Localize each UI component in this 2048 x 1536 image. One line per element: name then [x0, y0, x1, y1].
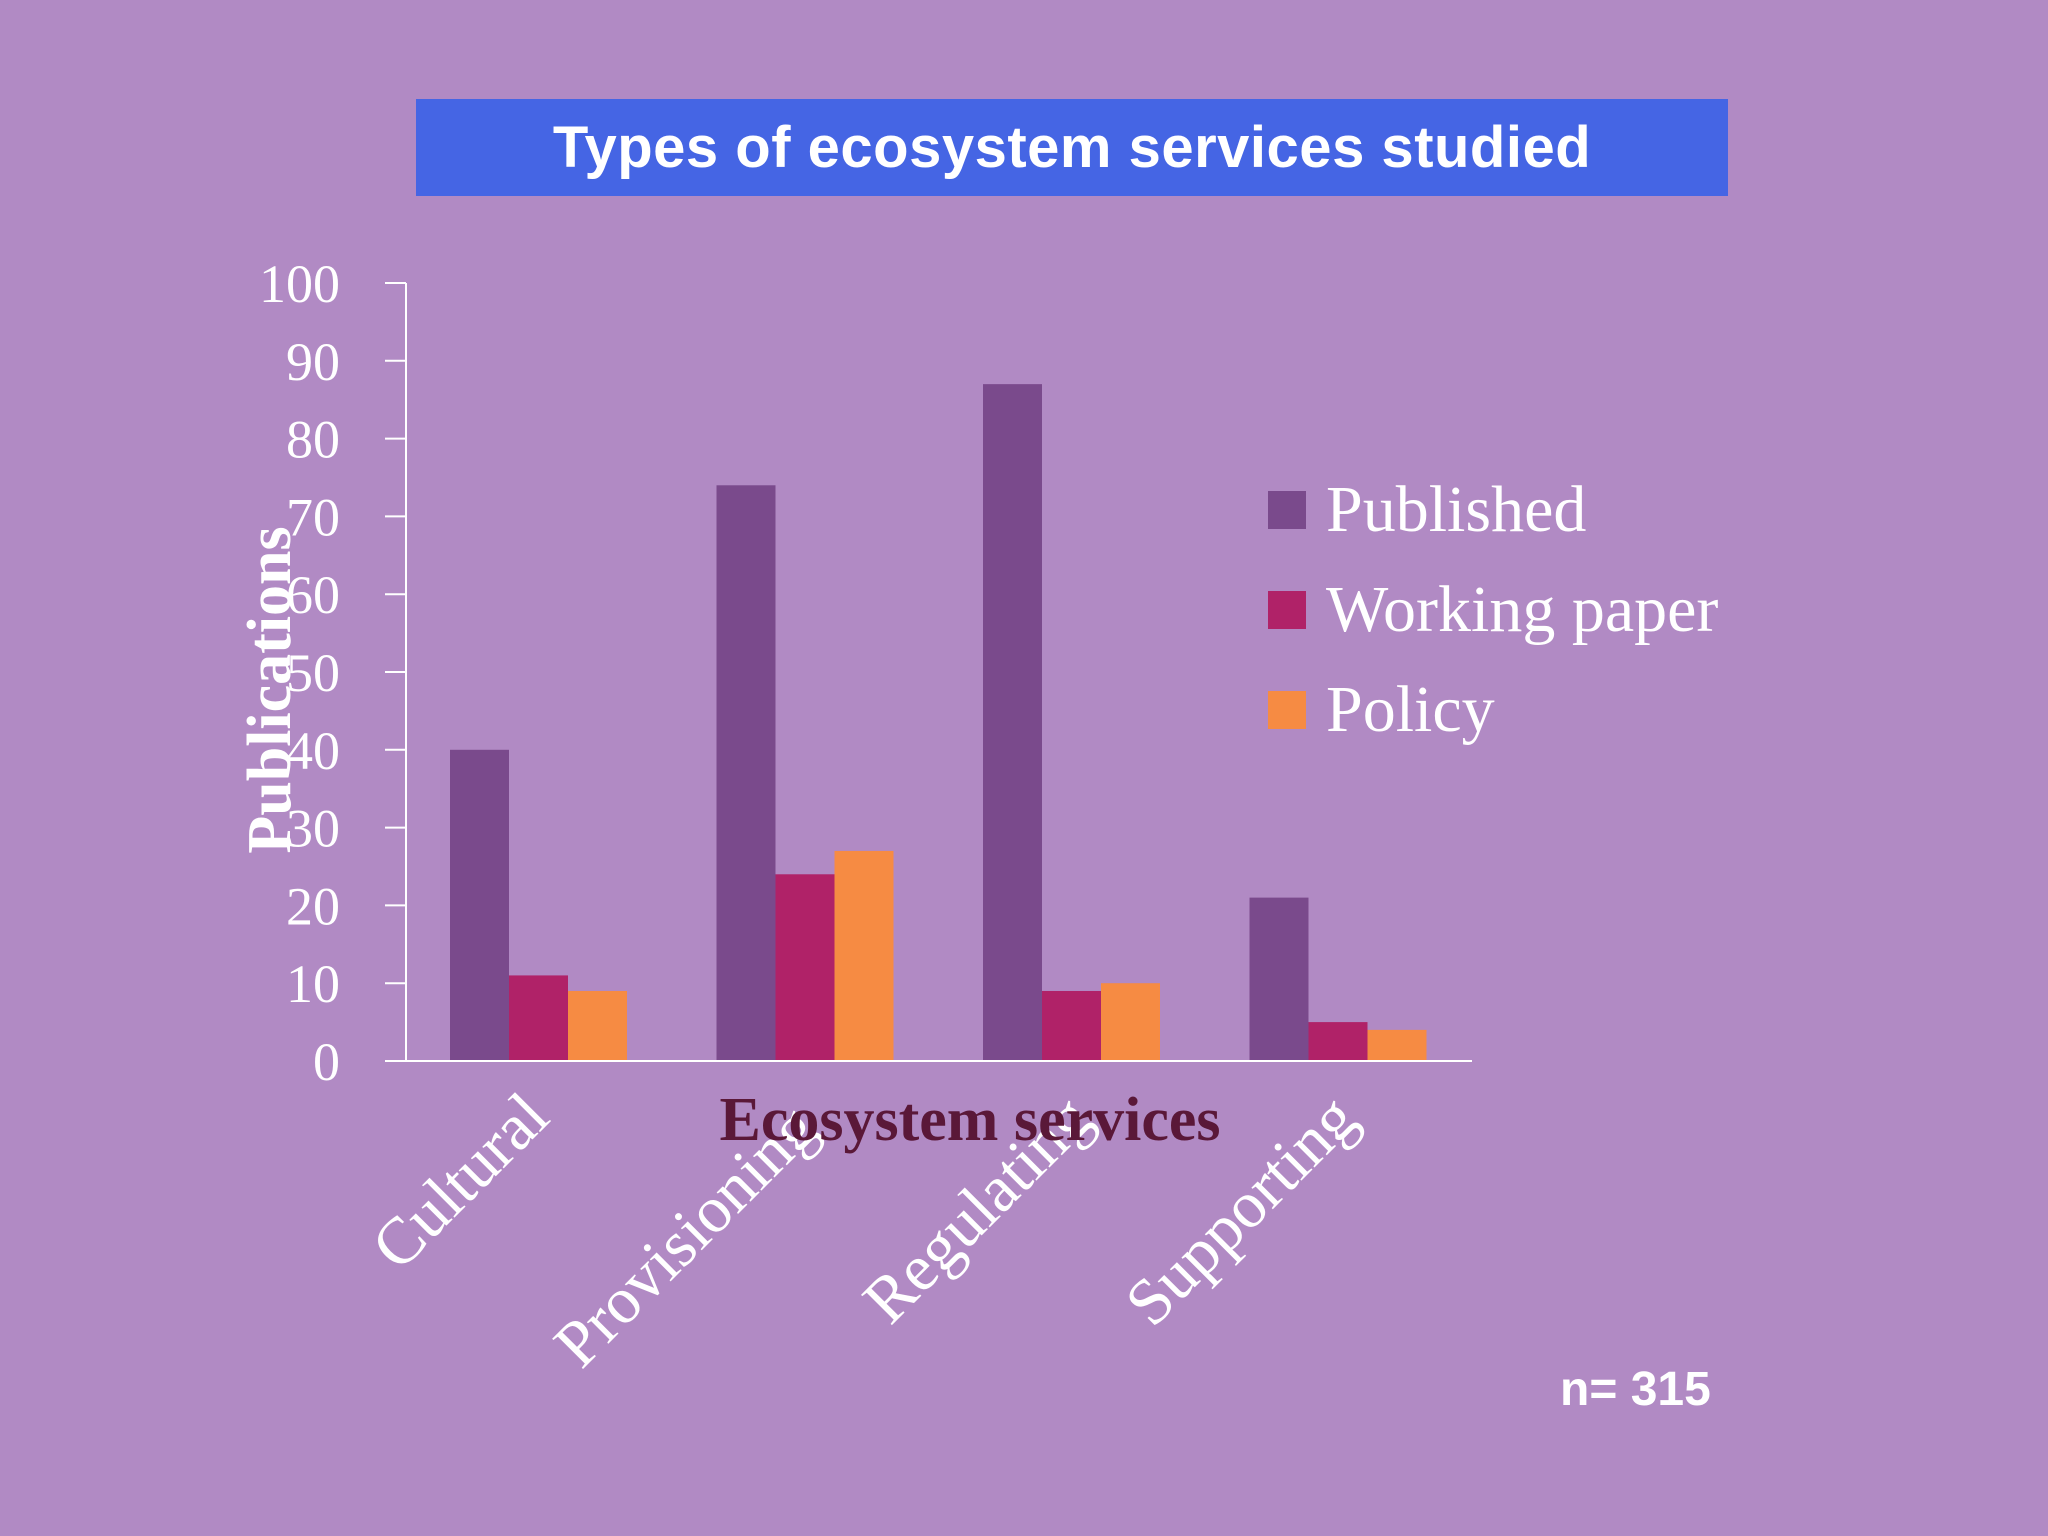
- y-tick-label-10: 10: [286, 954, 340, 1014]
- y-tick-label-80: 80: [286, 410, 340, 470]
- bar-published-provisioning: [716, 485, 776, 1061]
- x-tick-label-cultural: Cultural: [358, 1079, 563, 1284]
- y-tick-label-50: 50: [286, 643, 340, 703]
- bar-policy-provisioning: [834, 850, 894, 1061]
- legend-item-policy: Policy: [1268, 660, 1718, 760]
- y-tick-label-90: 90: [286, 332, 340, 392]
- bar-working-paper-provisioning: [775, 874, 835, 1061]
- bar-policy-regulating: [1101, 983, 1160, 1061]
- y-tick-label-60: 60: [286, 565, 340, 625]
- legend-swatch-published: [1268, 491, 1306, 529]
- bar-policy-cultural: [568, 990, 627, 1061]
- axis-layer: [385, 282, 1472, 1062]
- y-tick-label-0: 0: [313, 1032, 340, 1092]
- bar-working-paper-regulating: [1042, 990, 1101, 1061]
- legend-swatch-policy: [1268, 691, 1306, 729]
- legend-label-working-paper: Working paper: [1326, 573, 1719, 646]
- bar-working-paper-supporting: [1308, 1022, 1368, 1061]
- legend-swatch-working-paper: [1268, 591, 1306, 629]
- y-tick-label-100: 100: [259, 254, 340, 314]
- title-banner: Types of ecosystem services studied: [416, 99, 1728, 196]
- legend: Published Working paper Policy: [1268, 460, 1718, 760]
- legend-label-policy: Policy: [1326, 673, 1495, 746]
- legend-item-published: Published: [1268, 460, 1718, 560]
- legend-item-working-paper: Working paper: [1268, 560, 1718, 660]
- bar-policy-supporting: [1367, 1029, 1427, 1061]
- y-tick-label-20: 20: [286, 876, 340, 936]
- chart-title: Types of ecosystem services studied: [552, 115, 1592, 180]
- bar-published-regulating: [983, 384, 1042, 1061]
- x-axis-title: Ecosystem services: [720, 1086, 1221, 1154]
- bar-working-paper-cultural: [509, 975, 568, 1061]
- legend-label-published: Published: [1326, 473, 1587, 546]
- sample-size-annotation: n= 315: [1560, 1363, 1711, 1416]
- bar-published-cultural: [450, 749, 509, 1061]
- y-tick-label-40: 40: [286, 721, 340, 781]
- y-tick-label-30: 30: [286, 799, 340, 859]
- y-axis-title: Publications: [236, 526, 304, 853]
- bars-layer: [450, 384, 1427, 1061]
- y-tick-label-70: 70: [286, 487, 340, 547]
- bar-published-supporting: [1249, 897, 1309, 1061]
